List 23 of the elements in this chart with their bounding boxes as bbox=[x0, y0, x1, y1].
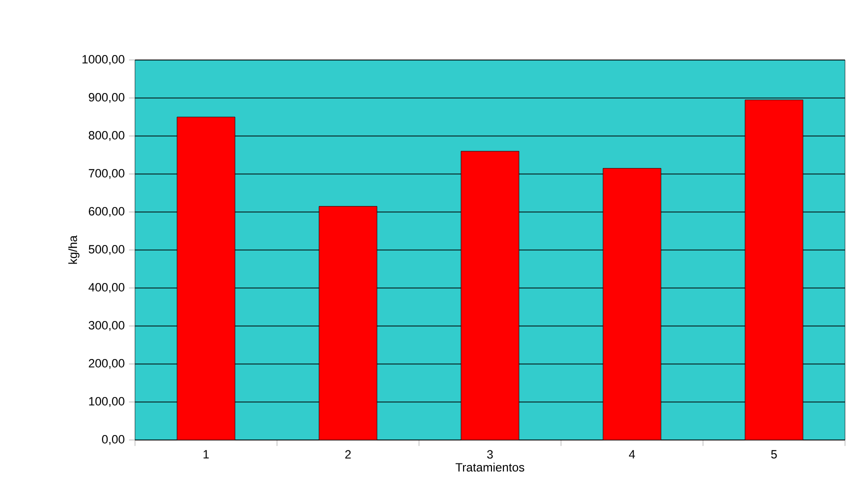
y-tick-label: 300,00 bbox=[88, 321, 124, 331]
y-tick-label: 1000,00 bbox=[82, 55, 124, 65]
x-tick-label: 4 bbox=[628, 450, 635, 458]
y-axis-title: kg/ha bbox=[68, 235, 80, 264]
y-tick-label: 100,00 bbox=[89, 397, 124, 407]
y-tick-label: 800,00 bbox=[88, 131, 124, 141]
y-tick-label: 200,00 bbox=[88, 359, 124, 369]
x-tick-label: 5 bbox=[771, 450, 777, 459]
x-axis-title: Tratamientos bbox=[456, 462, 524, 472]
bar bbox=[176, 116, 236, 440]
bar bbox=[460, 150, 520, 440]
bar bbox=[744, 100, 804, 440]
x-tick-label: 3 bbox=[487, 450, 493, 459]
x-tick-label: 1 bbox=[204, 450, 209, 458]
y-tick-label: 0,00 bbox=[102, 435, 124, 445]
y-tick-label: 900,00 bbox=[88, 93, 124, 103]
y-tick-label: 400,00 bbox=[88, 283, 124, 293]
y-tick-label: 600,00 bbox=[88, 207, 124, 217]
bar bbox=[602, 168, 662, 440]
bar bbox=[318, 206, 378, 440]
y-tick-label: 500,00 bbox=[88, 245, 124, 255]
y-tick-label: 700,00 bbox=[88, 169, 124, 179]
x-tick-label: 2 bbox=[345, 450, 351, 459]
